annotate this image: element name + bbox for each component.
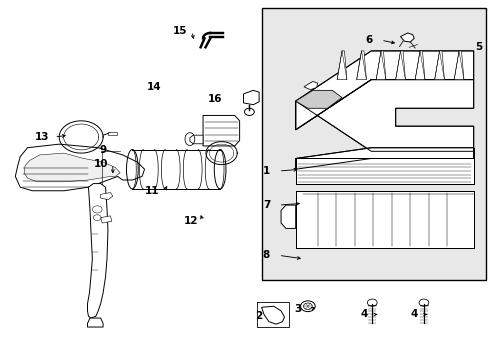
Polygon shape <box>281 205 295 228</box>
Text: 15: 15 <box>172 26 186 36</box>
Polygon shape <box>24 153 120 182</box>
Text: 1: 1 <box>262 166 269 176</box>
Polygon shape <box>15 144 144 191</box>
Text: 14: 14 <box>147 82 161 92</box>
Text: 5: 5 <box>474 42 481 52</box>
Polygon shape <box>304 81 317 90</box>
Text: 3: 3 <box>294 304 301 314</box>
Polygon shape <box>295 148 473 169</box>
Polygon shape <box>101 193 113 200</box>
Text: 11: 11 <box>144 186 159 196</box>
Polygon shape <box>414 51 424 80</box>
Polygon shape <box>395 51 405 80</box>
Polygon shape <box>295 51 473 130</box>
Polygon shape <box>87 318 103 327</box>
Polygon shape <box>87 184 108 318</box>
Text: 4: 4 <box>409 310 417 319</box>
Polygon shape <box>295 191 473 248</box>
Polygon shape <box>295 80 473 151</box>
Polygon shape <box>434 51 444 80</box>
Polygon shape <box>101 216 112 223</box>
Text: 8: 8 <box>262 250 269 260</box>
Polygon shape <box>261 306 284 324</box>
Polygon shape <box>295 90 341 108</box>
Polygon shape <box>203 116 239 146</box>
Polygon shape <box>453 51 463 80</box>
Text: 2: 2 <box>255 311 262 321</box>
Text: 6: 6 <box>365 35 372 45</box>
Text: 7: 7 <box>262 200 269 210</box>
Text: 13: 13 <box>35 132 49 142</box>
Bar <box>108 132 117 135</box>
Polygon shape <box>243 90 259 105</box>
Text: 10: 10 <box>93 159 108 169</box>
Polygon shape <box>295 158 473 184</box>
Text: 4: 4 <box>360 310 367 319</box>
Polygon shape <box>375 51 385 80</box>
Polygon shape <box>189 135 203 144</box>
Polygon shape <box>336 51 346 80</box>
Bar <box>261 8 485 280</box>
Text: 16: 16 <box>207 94 222 104</box>
Text: 12: 12 <box>183 216 198 226</box>
Text: 9: 9 <box>100 144 106 154</box>
Polygon shape <box>400 33 413 42</box>
Polygon shape <box>356 51 366 80</box>
